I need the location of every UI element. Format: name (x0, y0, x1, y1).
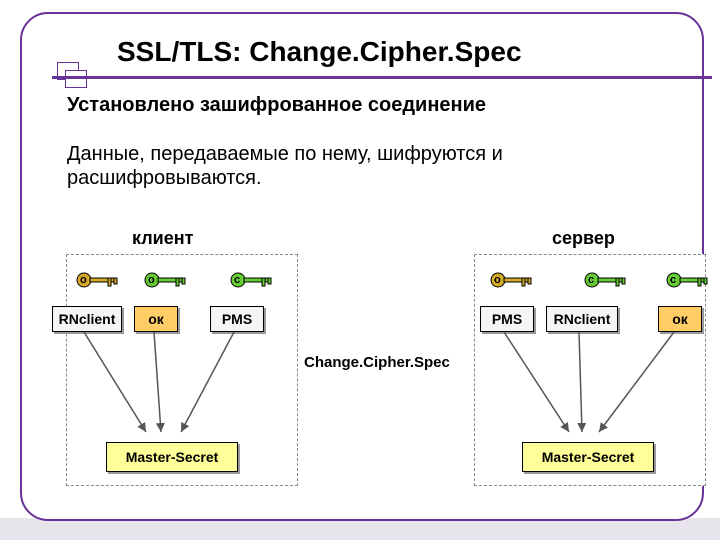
master-secret-box: Master-Secret (522, 442, 654, 472)
client-label: клиент (132, 228, 193, 249)
title-underline (52, 76, 712, 79)
change-cipher-spec-label: Change.Cipher.Spec (304, 354, 450, 371)
diagram-area: клиент о о с RNclient ок PMS Master-Secr… (52, 224, 712, 504)
key-tag: с (670, 274, 676, 286)
arrows-right (474, 332, 704, 442)
subtitle: Установлено зашифрованное соединение (67, 94, 486, 117)
rnclient-box: RNclient (52, 306, 122, 332)
key-tag: с (588, 274, 594, 286)
arrows-left (66, 332, 296, 442)
master-secret-box: Master-Secret (106, 442, 238, 472)
slide-frame: SSL/TLS: Change.Cipher.Spec Установлено … (20, 12, 704, 521)
key-tag: о (80, 274, 87, 286)
slide-title: SSL/TLS: Change.Cipher.Spec (117, 36, 522, 68)
bottom-bar (0, 518, 720, 540)
key-tag: о (148, 274, 155, 286)
server-label: сервер (552, 228, 615, 249)
pms-box: PMS (210, 306, 264, 332)
body-text: Данные, передаваемые по нему, шифруются … (67, 142, 687, 190)
ok-box: ок (134, 306, 178, 332)
ok-box: ок (658, 306, 702, 332)
key-tag: с (234, 274, 240, 286)
pms-box: PMS (480, 306, 534, 332)
rnclient-box: RNclient (546, 306, 618, 332)
key-tag: о (494, 274, 501, 286)
